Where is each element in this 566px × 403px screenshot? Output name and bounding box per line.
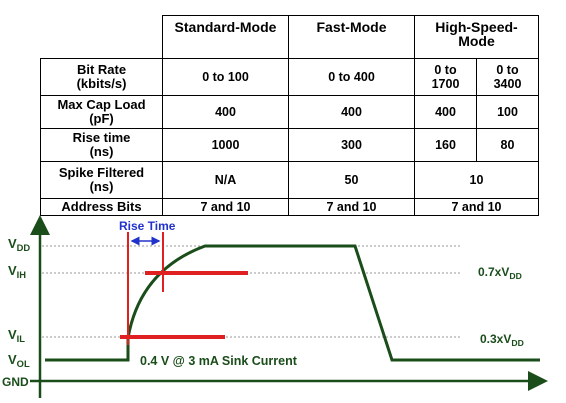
label-part: V bbox=[501, 265, 509, 279]
label-part: V bbox=[503, 332, 511, 346]
table-cell: 80 bbox=[476, 128, 539, 162]
sink-note: 0.4 V @ 3 mA Sink Current bbox=[140, 354, 298, 368]
table-cell: 400 bbox=[414, 95, 477, 129]
cell-line: 1700 bbox=[431, 77, 460, 91]
level-label: VOL bbox=[8, 352, 30, 369]
table-cell: 7 and 10 bbox=[288, 198, 415, 216]
cell-line: Mode bbox=[458, 33, 495, 49]
cell-line: 0 to bbox=[434, 63, 457, 77]
level-label: 0.7xVDD bbox=[478, 265, 522, 281]
table-cell: 160 bbox=[414, 128, 477, 162]
table-cell: Rise time (ns) bbox=[40, 128, 163, 162]
spec-table: Standard-Mode Fast-Mode High-Speed- Mode Bit… bbox=[40, 15, 539, 216]
table-cell: 100 bbox=[476, 95, 539, 129]
table-cell: 400 bbox=[162, 95, 289, 129]
table-cell: 50 bbox=[288, 161, 415, 199]
level-label: VIH bbox=[8, 263, 26, 280]
cell-line: Max Cap Load bbox=[57, 97, 146, 112]
cell-line: (ns) bbox=[89, 144, 114, 159]
table-cell: Max Cap Load (pF) bbox=[40, 95, 163, 129]
label-part: DD bbox=[511, 338, 523, 348]
table-cell: Fast-Mode bbox=[288, 15, 415, 59]
table-cell: 400 bbox=[288, 95, 415, 129]
level-label: 0.3xVDD bbox=[480, 332, 524, 348]
label-part: 0.7x bbox=[478, 265, 502, 279]
cell-line: Spike Filtered bbox=[58, 165, 145, 180]
table-cell: N/A bbox=[162, 161, 289, 199]
cell-line: Address Bits bbox=[61, 199, 142, 214]
label-part: 0.3x bbox=[480, 332, 504, 346]
level-label: VDD bbox=[8, 236, 30, 253]
cell-line: (pF) bbox=[89, 111, 114, 126]
label-part: OL bbox=[17, 359, 30, 369]
table-cell: 7 and 10 bbox=[414, 198, 539, 216]
waveform bbox=[45, 244, 540, 362]
cell-line: (kbits/s) bbox=[76, 76, 127, 91]
label-part: V bbox=[8, 352, 17, 367]
cell-line: (ns) bbox=[89, 179, 114, 194]
cell-line: 3400 bbox=[493, 77, 522, 91]
table-cell: 0 to 100 bbox=[162, 58, 289, 96]
label-part: V bbox=[8, 327, 17, 342]
label-part: DD bbox=[509, 271, 521, 281]
cell-line: Rise time bbox=[72, 130, 131, 145]
cell-line: High-Speed- bbox=[435, 19, 518, 35]
label-part: IL bbox=[17, 334, 26, 344]
label-part: IH bbox=[17, 270, 27, 280]
threshold-bars bbox=[120, 271, 248, 339]
rise-markers bbox=[127, 232, 164, 345]
cell-line: 0 to bbox=[496, 63, 519, 77]
level-guides bbox=[42, 245, 462, 338]
cell-line: Bit Rate bbox=[76, 62, 127, 77]
table-cell: 1000 bbox=[162, 128, 289, 162]
rise-time-label: Rise Time bbox=[119, 219, 176, 233]
level-label: GND bbox=[2, 375, 29, 389]
label-part: V bbox=[8, 236, 17, 251]
table-cell: 0 to 1700 bbox=[414, 58, 477, 96]
level-label: VIL bbox=[8, 327, 25, 344]
table-cell: 0 to 3400 bbox=[476, 58, 539, 96]
label-part: V bbox=[8, 263, 17, 278]
label-part: DD bbox=[17, 243, 31, 253]
corner bbox=[40, 15, 163, 59]
table-cell: Bit Rate (kbits/s) bbox=[40, 58, 163, 96]
